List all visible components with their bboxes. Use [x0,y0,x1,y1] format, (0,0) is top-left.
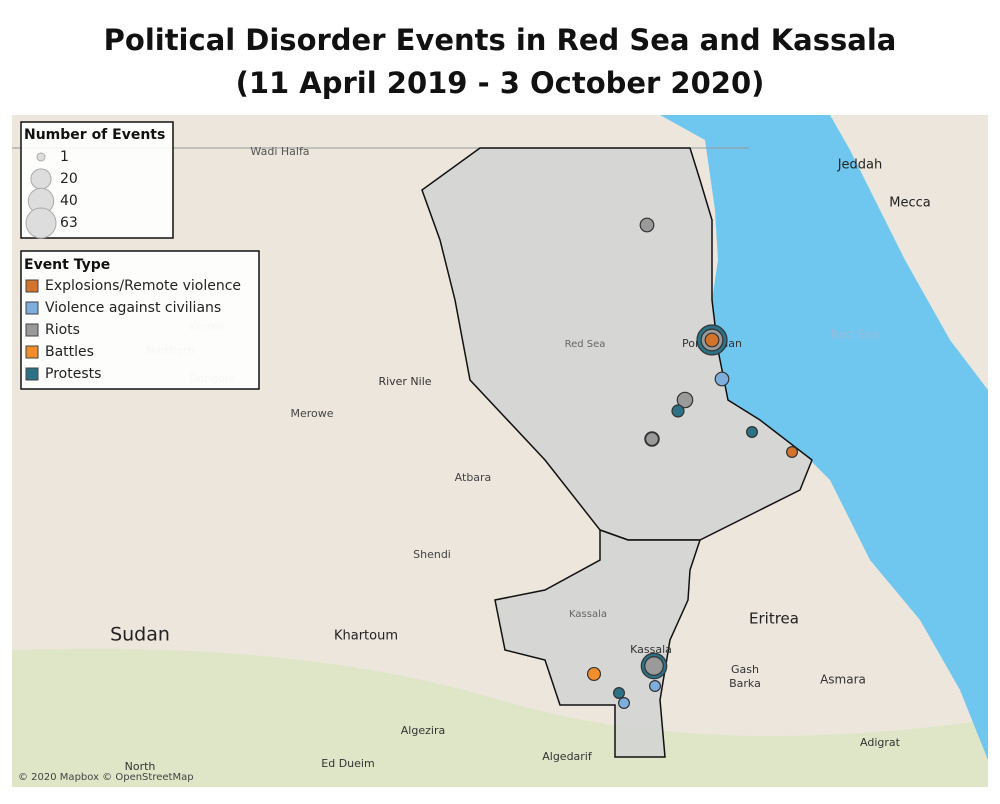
type-legend-label: Explosions/Remote violence [45,278,241,294]
event-point [639,217,655,233]
red-sea-state [421,147,813,541]
event-point [786,446,798,458]
event-point [618,697,630,709]
place-label: River Nile [378,375,431,388]
event-point [676,391,694,409]
event-point [746,426,758,438]
place-label: Algedarif [542,750,593,763]
event-point [586,666,602,682]
type-legend-swatch [25,301,39,315]
place-label: Kassala [569,609,607,620]
size-legend-label: 63 [60,215,78,231]
place-label: Jeddah [837,158,883,173]
place-label: Khartoum [334,629,398,644]
type-legend-label: Protests [45,366,101,382]
size-legend-swatch [36,152,46,162]
event-point [649,680,661,692]
place-label: Algezira [401,724,445,737]
event-point [613,687,625,699]
size-legend-swatch [25,207,57,239]
place-label: Gash [731,663,759,676]
event-point [714,371,730,387]
subtitle: (11 April 2019 - 3 October 2020) [236,66,765,100]
title: Political Disorder Events in Red Sea and… [104,23,897,57]
place-label: Atbara [455,471,492,484]
size-legend-title: Number of Events [24,127,165,143]
size-legend-label: 1 [60,149,69,165]
event-point [644,431,660,447]
place-label: Asmara [820,673,866,687]
place-label: Ed Dueim [321,757,374,770]
type-legend-label: Battles [45,344,94,360]
type-legend-title: Event Type [24,257,110,273]
place-label: Kassala [630,643,672,656]
place-label: Red Sea [831,328,880,342]
event-point [644,656,664,676]
size-legend-swatch [30,168,52,190]
type-legend-swatch [25,279,39,293]
size-legend-label: 40 [60,193,78,209]
place-label: Merowe [290,407,333,420]
size-legend-label: 20 [60,171,78,187]
attribution: © 2020 Mapbox © OpenStreetMap [18,772,194,783]
legends: Number of Events 1 20 40 63 Event Type Explosi… [20,121,260,390]
place-label: North [125,760,156,773]
event-point [704,332,720,348]
place-label: Red Sea [565,339,606,350]
type-legend-swatch [25,323,39,337]
event-points [586,217,798,709]
place-label: Adigrat [860,736,901,749]
type-legend-label: Riots [45,322,80,338]
place-label: Sudan [110,624,170,646]
event-point [671,404,685,418]
vegetation [12,648,988,787]
type-legend-label: Violence against civilians [45,300,221,316]
place-label: Barka [729,677,761,690]
place-label: Shendi [413,548,451,561]
type-legend-box [20,250,260,390]
type-legend-swatch [25,345,39,359]
kassala-state [494,528,702,758]
place-label: Eritrea [749,610,799,628]
place-label: Wadi Halfa [250,145,309,158]
place-label: Mecca [889,196,930,211]
type-legend-swatch [25,367,39,381]
sea [660,115,988,760]
